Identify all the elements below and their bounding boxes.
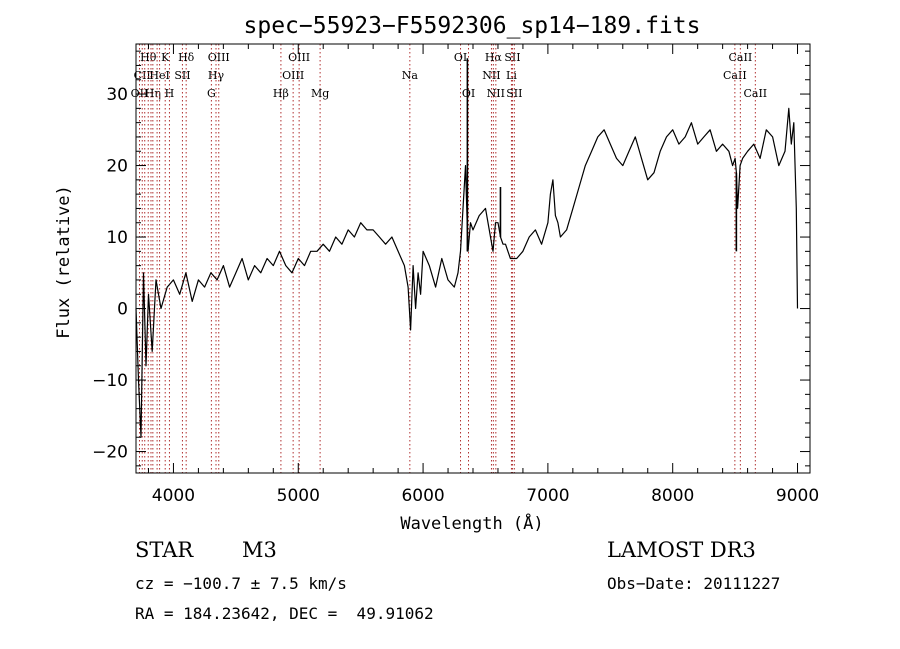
line-marker-label: SII (174, 69, 190, 82)
line-marker-label: Hδ (178, 51, 195, 64)
chart-title: spec−55923−F5592306_sp14−189.fits (244, 13, 701, 39)
line-marker-label: OIII (282, 69, 304, 82)
line-marker-label: NII (487, 87, 505, 100)
line-marker-label: OIII (288, 51, 310, 64)
y-tick-label: −20 (92, 443, 128, 463)
line-marker-label: CII (134, 69, 151, 82)
line-marker-label: H (165, 87, 175, 100)
x-tick-label: 9000 (776, 486, 819, 506)
line-marker-label: SII (506, 87, 522, 100)
line-marker-label: NII (482, 69, 500, 82)
line-marker-label: Hγ (208, 69, 225, 82)
y-tick-label: 30 (106, 85, 128, 105)
line-marker-label: HeI (149, 69, 169, 82)
line-marker-label: OI (462, 87, 475, 100)
y-tick-label: 0 (117, 300, 128, 320)
redshift-line: cz = −100.7 ± 7.5 km/s (135, 574, 347, 593)
x-tick-label: 4000 (152, 486, 195, 506)
object-subclass: M3 (242, 538, 277, 562)
coords-line: RA = 184.23642, DEC = 49.91062 (135, 604, 434, 623)
line-marker-label: Hθ (140, 51, 157, 64)
line-marker-label: CaII (729, 51, 753, 64)
line-marker-label: K (161, 51, 170, 64)
x-tick-label: 8000 (651, 486, 694, 506)
line-markers: OII CII Hθ Hη HeI K H SII Hδ G Hγ OIII Hβ OIII OIII Mg N… (131, 44, 767, 473)
line-marker-label: Mg (311, 87, 329, 100)
line-marker-label: SII (504, 51, 520, 64)
series-line-flux (135, 107, 799, 438)
axes: 4000 5000 6000 7000 8000 9000 −20 −10 0 10 20 30 (92, 43, 819, 506)
object-class: STAR (135, 538, 194, 562)
line-marker-label: Hη (145, 87, 161, 100)
line-marker-label: Hβ (273, 87, 289, 100)
obs-date-line: Obs−Date: 20111227 (607, 574, 781, 593)
line-marker-label: Li (506, 69, 517, 82)
line-marker-label: CaII (743, 87, 767, 100)
y-axis-label: Flux (relative) (54, 185, 74, 339)
line-marker-label: CaII (723, 69, 747, 82)
y-tick-label: 10 (106, 228, 128, 248)
line-marker-label: OII (131, 87, 149, 100)
x-axis-label: Wavelength (Å) (400, 512, 543, 534)
line-marker-label: G (207, 87, 216, 100)
y-tick-label: −10 (92, 371, 128, 391)
x-tick-label: 7000 (526, 486, 569, 506)
x-tick-label: 6000 (401, 486, 444, 506)
plot-frame (135, 43, 811, 474)
line-marker-label: Hα (485, 51, 503, 64)
line-marker-label: OI (454, 51, 467, 64)
survey-name: LAMOST DR3 (607, 538, 756, 562)
y-tick-label: 20 (106, 157, 128, 177)
x-tick-label: 5000 (277, 486, 320, 506)
spectrum-series (135, 58, 799, 438)
line-marker-label: Na (402, 69, 419, 82)
line-marker-label: OIII (208, 51, 230, 64)
